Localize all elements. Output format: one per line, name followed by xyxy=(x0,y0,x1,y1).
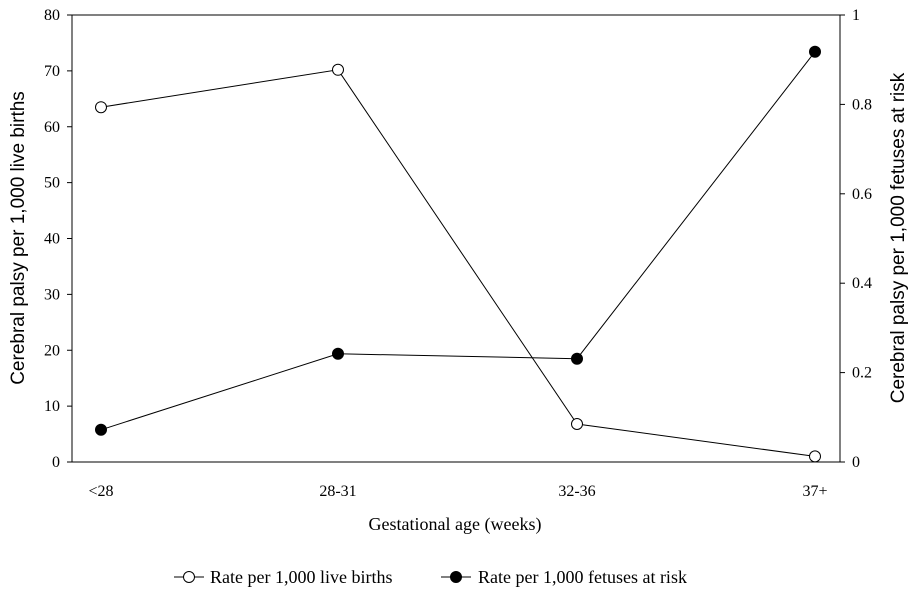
right-y-axis: 0 0.2 0.4 0.6 0.8 1 xyxy=(840,7,872,471)
data-point-series-0 xyxy=(332,63,344,76)
right-tick-label: 0 xyxy=(852,454,860,471)
data-point-series-1 xyxy=(332,347,344,360)
left-tick-label: 60 xyxy=(44,119,60,136)
data-point-series-0 xyxy=(571,418,583,430)
left-tick-label: 0 xyxy=(52,454,60,471)
left-tick-label: 80 xyxy=(44,7,60,24)
plot-area-frame xyxy=(71,14,841,463)
left-tick-label: 70 xyxy=(44,63,60,80)
legend-marker-fetuses-at-risk xyxy=(450,571,462,583)
series-line-1 xyxy=(100,51,816,431)
x-tick-label: <28 xyxy=(88,483,113,500)
left-tick-label: 50 xyxy=(44,175,60,192)
left-y-axis: 0 10 20 30 40 50 60 70 80 xyxy=(44,7,72,471)
right-tick-label: 0.8 xyxy=(852,96,872,113)
x-axis-title: Gestational age (weeks) xyxy=(369,514,542,535)
right-y-axis-title: Cerebral palsy per 1,000 fetuses at risk xyxy=(888,72,909,403)
right-tick-label: 1 xyxy=(852,7,860,24)
data-point-series-1 xyxy=(95,423,107,436)
x-tick-label: 28-31 xyxy=(319,483,356,500)
data-point-series-0 xyxy=(95,101,107,114)
right-tick-label: 0.4 xyxy=(852,275,872,292)
legend-marker-live-births xyxy=(183,571,195,583)
x-tick-label: 32-36 xyxy=(558,483,595,500)
data-point-series-0 xyxy=(809,450,821,463)
right-tick-label: 0.2 xyxy=(852,365,872,382)
data-point-series-1 xyxy=(571,352,583,365)
legend-label-fetuses-at-risk: Rate per 1,000 fetuses at risk xyxy=(478,567,687,587)
data-point-series-1 xyxy=(809,45,821,58)
series-layer xyxy=(95,45,821,463)
left-tick-label: 20 xyxy=(44,342,60,359)
left-y-axis-title: Cerebral palsy per 1,000 live births xyxy=(8,91,29,385)
x-axis: <28 28-31 32-36 37+ xyxy=(88,483,827,500)
series-line-0 xyxy=(100,69,816,457)
legend-label-live-births: Rate per 1,000 live births xyxy=(210,567,392,587)
legend: Rate per 1,000 live births Rate per 1,00… xyxy=(174,567,687,587)
left-tick-label: 10 xyxy=(44,398,60,415)
x-tick-label: 37+ xyxy=(802,483,827,500)
right-tick-label: 0.6 xyxy=(852,186,872,203)
left-tick-label: 40 xyxy=(44,231,60,248)
left-tick-label: 30 xyxy=(44,286,60,303)
